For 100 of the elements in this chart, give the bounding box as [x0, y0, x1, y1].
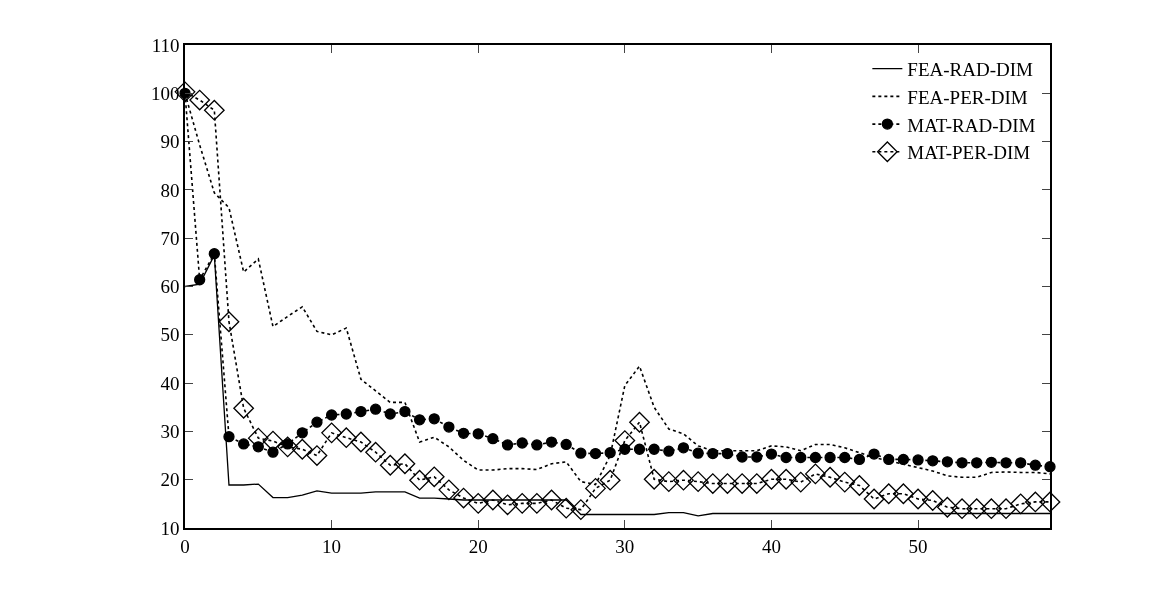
point [516, 437, 528, 449]
point [296, 427, 308, 439]
point [717, 473, 738, 494]
point [262, 430, 284, 452]
y-tick-label: 100 [150, 82, 180, 104]
point [1010, 493, 1032, 515]
point [673, 469, 694, 491]
point [585, 477, 606, 499]
point [780, 451, 792, 464]
legend-label: FEA-RAD-DIM [907, 59, 1034, 81]
point [526, 492, 548, 514]
point [980, 498, 1002, 520]
point [604, 447, 616, 459]
point [692, 447, 704, 459]
point [457, 427, 470, 439]
point [350, 431, 372, 453]
point [570, 499, 592, 521]
point [883, 453, 895, 466]
legend-label: MAT-PER-DIM [907, 142, 1031, 164]
point [306, 445, 328, 466]
point [409, 469, 430, 491]
point [541, 489, 562, 511]
point [849, 475, 870, 496]
point [658, 471, 680, 493]
x-tick-label: 30 [615, 535, 635, 557]
point [1029, 459, 1041, 471]
point [765, 448, 778, 460]
point [775, 468, 797, 490]
point [648, 443, 660, 455]
point [589, 447, 602, 460]
point [736, 451, 748, 463]
point [497, 494, 518, 516]
y-tick-label: 90 [160, 131, 180, 153]
x-tick-label: 0 [180, 535, 190, 557]
point [379, 454, 401, 476]
legend-label: FEA-PER-DIM [907, 86, 1028, 108]
point [208, 248, 220, 260]
point [472, 428, 484, 440]
point [223, 431, 235, 443]
point [355, 405, 367, 418]
point [795, 451, 807, 464]
point [467, 492, 489, 514]
point [413, 414, 426, 426]
y-tick-label: 50 [160, 324, 180, 346]
point [878, 483, 900, 505]
x-tick-label: 10 [322, 535, 342, 557]
point [663, 445, 675, 457]
point [194, 274, 206, 286]
point [956, 457, 968, 469]
point [985, 456, 998, 468]
point [995, 498, 1017, 520]
point [629, 411, 650, 433]
x-tick-label: 20 [468, 535, 488, 557]
point [394, 453, 416, 475]
point [1015, 457, 1027, 469]
point [702, 473, 724, 494]
point [951, 498, 973, 520]
point [907, 488, 929, 510]
point [927, 455, 939, 467]
point [839, 451, 851, 464]
point [487, 433, 499, 445]
point [751, 451, 763, 463]
point [761, 468, 782, 490]
y-tick-label: 70 [160, 227, 180, 249]
point [936, 496, 958, 518]
point [311, 416, 323, 428]
point [1024, 491, 1046, 513]
point [384, 408, 396, 420]
point [453, 487, 474, 509]
point [912, 454, 924, 466]
point [834, 471, 856, 493]
point [482, 489, 504, 511]
point [746, 473, 768, 494]
y-tick-label: 20 [160, 469, 180, 491]
y-tick-label: 10 [160, 517, 180, 539]
y-tick-label: 40 [160, 372, 180, 394]
point [560, 438, 572, 451]
point [237, 438, 250, 450]
point [545, 436, 558, 448]
y-tick-label: 30 [160, 421, 180, 443]
point [189, 89, 211, 111]
point [819, 466, 841, 488]
y-tick-label: 110 [151, 34, 180, 56]
point [321, 422, 343, 444]
point [599, 469, 621, 491]
x-tick-label: 40 [761, 535, 781, 557]
point [203, 99, 225, 121]
point [824, 451, 836, 464]
point [922, 490, 944, 511]
point [892, 483, 914, 505]
point [971, 457, 983, 469]
point [868, 448, 880, 460]
point [853, 453, 866, 466]
y-tick-label: 60 [160, 276, 180, 298]
point [687, 471, 709, 493]
point [643, 468, 665, 490]
y-tick-label: 80 [160, 179, 180, 201]
point [966, 498, 988, 520]
point [277, 436, 299, 458]
point [399, 405, 411, 418]
